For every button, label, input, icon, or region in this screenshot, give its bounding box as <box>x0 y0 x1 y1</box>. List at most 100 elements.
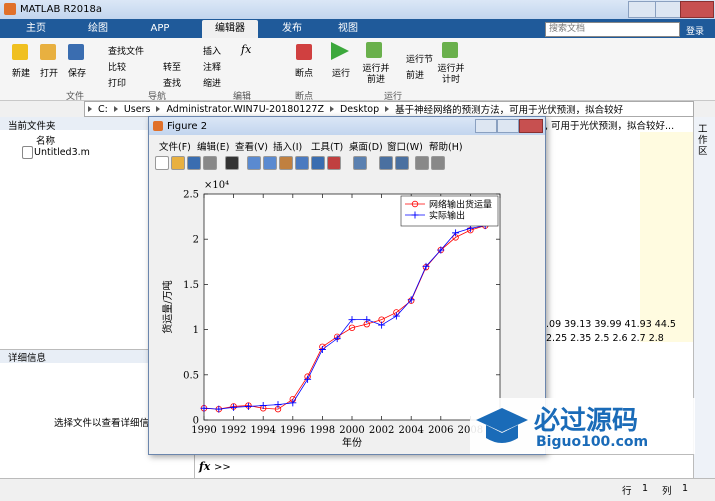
toolbar-button[interactable] <box>203 156 217 170</box>
tab[interactable]: 编辑器 <box>202 20 258 38</box>
path-segment[interactable]: Users <box>123 103 151 115</box>
toolbar-button[interactable] <box>415 156 429 170</box>
title-bar <box>0 0 715 19</box>
window-title: MATLAB R2018a <box>20 4 103 15</box>
ribbon-button[interactable]: fx <box>241 43 252 56</box>
figure-menu-item[interactable]: 工具(T) <box>311 142 344 153</box>
maximize-button[interactable] <box>497 119 519 133</box>
data-point <box>363 316 371 324</box>
legend-marker <box>411 211 419 219</box>
toolbar-button[interactable] <box>225 156 239 170</box>
ribbon-button[interactable]: 转至 <box>163 63 182 73</box>
panel-title: 当前文件夹 <box>8 121 56 132</box>
ribbon-button[interactable]: 运行 <box>332 69 351 79</box>
icon <box>40 44 56 60</box>
close-button[interactable] <box>519 119 543 133</box>
data-point <box>274 401 282 409</box>
panel-header <box>0 117 194 130</box>
toolbar-button[interactable] <box>311 156 325 170</box>
ribbon-button[interactable]: 运行并前进 <box>362 64 390 85</box>
ribbon-button[interactable]: 前进 <box>406 71 425 81</box>
path-segment[interactable]: Desktop <box>339 103 380 115</box>
data-point <box>378 321 386 329</box>
column-header[interactable]: 名称 <box>36 136 56 147</box>
figure-menu-item[interactable]: 桌面(D) <box>349 142 383 153</box>
command-prompt: >> <box>214 462 231 473</box>
workspace-strip <box>693 117 715 500</box>
fx-icon: fx <box>199 460 211 473</box>
tab[interactable]: 绘图 <box>88 23 108 34</box>
ribbon-button[interactable]: 查找文件 <box>108 47 145 57</box>
ribbon-button[interactable]: 注释 <box>203 63 222 73</box>
path-separator <box>156 106 161 112</box>
path-segment[interactable]: C: <box>98 103 108 115</box>
figure-toolbar <box>153 154 543 170</box>
ribbon-group-label: 断点 <box>295 92 314 102</box>
figure-menu-item[interactable]: 窗口(W) <box>387 142 423 153</box>
toolbar-button[interactable] <box>279 156 293 170</box>
toolbar-button[interactable] <box>171 156 185 170</box>
ribbon-button[interactable]: 缩进 <box>203 79 222 89</box>
figure-menu-item[interactable]: 帮助(H) <box>429 142 463 153</box>
ribbon-button[interactable]: 运行并计时 <box>437 64 465 85</box>
close-button[interactable] <box>680 1 714 18</box>
figure-menu-item[interactable]: 文件(F) <box>159 142 191 153</box>
data-point <box>304 375 312 383</box>
x-tick-label: 1998 <box>310 425 335 436</box>
figure-title-bar <box>149 117 545 135</box>
toolbar-button[interactable] <box>295 156 309 170</box>
path-separator <box>385 106 390 112</box>
search-box[interactable]: 搜索文档 <box>545 22 680 37</box>
ribbon-button[interactable]: 断点 <box>295 69 314 79</box>
details-hint: 选择文件以查看详细信息 <box>54 418 159 429</box>
y-tick-label: 2.5 <box>183 190 199 201</box>
icon <box>296 44 312 60</box>
app-icon <box>4 3 16 15</box>
legend-label: 实际输出 <box>429 210 465 222</box>
minimize-button[interactable] <box>475 119 497 133</box>
login-link[interactable]: 登录 <box>686 27 705 37</box>
minimize-button[interactable] <box>628 1 656 18</box>
ribbon-button[interactable]: 插入 <box>203 47 222 57</box>
toolbar-button[interactable] <box>247 156 261 170</box>
tab[interactable]: 视图 <box>338 23 358 34</box>
ribbon-group-label: 文件 <box>66 92 85 102</box>
file-item[interactable]: Untitled3.m <box>34 147 90 158</box>
data-point <box>333 335 341 343</box>
figure-menu-item[interactable]: 编辑(E) <box>197 142 230 153</box>
toolbar-button[interactable] <box>263 156 277 170</box>
data-point <box>348 324 356 331</box>
ribbon-button[interactable]: 保存 <box>68 69 87 79</box>
ribbon-button[interactable]: 比较 <box>108 63 127 73</box>
status-bar <box>0 478 715 501</box>
path-bar[interactable]: C: Users Administrator.WIN7U-20180127Z Desk… <box>84 101 694 117</box>
ribbon-button[interactable]: 打印 <box>108 79 127 89</box>
tab[interactable]: 发布 <box>282 23 302 34</box>
workspace-label[interactable]: 工作区 <box>698 124 708 157</box>
ribbon-button[interactable]: 查找 <box>163 79 182 89</box>
x-tick-label: 2002 <box>369 425 394 436</box>
path-segment[interactable]: Administrator.WIN7U-20180127Z <box>166 103 324 115</box>
figure-menu-item[interactable]: 查看(V) <box>235 142 268 153</box>
toolbar-button[interactable] <box>327 156 341 170</box>
data-point <box>452 229 460 237</box>
tab[interactable]: 主页 <box>26 23 46 34</box>
tab[interactable]: APP <box>150 23 170 34</box>
toolbar-button[interactable] <box>431 156 445 170</box>
ribbon-group-label: 运行 <box>384 92 403 102</box>
toolbar-button[interactable] <box>187 156 201 170</box>
toolbar-button[interactable] <box>379 156 393 170</box>
toolbar-button[interactable] <box>395 156 409 170</box>
command-window[interactable] <box>195 454 693 479</box>
ribbon-button[interactable]: 运行节 <box>406 55 434 65</box>
ribbon-button[interactable]: 新建 <box>12 69 31 79</box>
background-text: 2.25 2.35 2.5 2.6 2.7 2.8 <box>546 333 664 344</box>
path-segment[interactable]: 基于神经网络的预测方法，可用于光伏预测，拟合较好 <box>395 105 624 116</box>
figure-menu-item[interactable]: 插入(I) <box>273 142 303 153</box>
ribbon-button[interactable]: 打开 <box>40 69 59 79</box>
path-separator <box>113 106 118 112</box>
toolbar-button[interactable] <box>155 156 169 170</box>
x-tick-label: 1994 <box>250 425 275 436</box>
maximize-button[interactable] <box>655 1 681 18</box>
toolbar-button[interactable] <box>353 156 367 170</box>
